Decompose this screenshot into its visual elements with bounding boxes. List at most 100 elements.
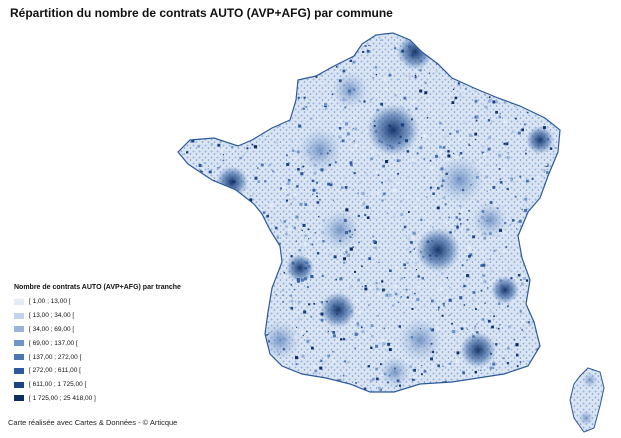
commune-cell [290,203,292,205]
commune-cell [253,258,257,262]
commune-cell [557,107,560,110]
commune-cell [206,252,209,255]
commune-cell [297,96,300,99]
commune-cell [184,365,187,368]
commune-cell [546,203,548,205]
commune-cell [243,53,246,56]
commune-cell [438,216,441,219]
commune-cell [205,229,208,232]
commune-cell [496,40,500,44]
commune-cell [351,188,354,190]
commune-cell [457,356,460,358]
commune-cell [301,229,303,232]
corsica [569,367,605,433]
commune-cell [487,287,489,289]
commune-cell [218,121,221,124]
commune-cell [287,182,291,185]
commune-cell [556,234,559,237]
commune-cell [293,171,297,174]
commune-cell [202,276,206,279]
commune-cell [197,245,201,248]
commune-cell [240,271,244,274]
commune-cell [312,193,314,195]
commune-cell [289,138,293,142]
commune-cell [538,164,540,166]
commune-cell [197,145,200,148]
commune-cell [544,272,548,276]
commune-cell [199,174,201,176]
commune-cell [375,377,379,381]
commune-cell [443,305,445,307]
commune-cell [275,140,279,144]
commune-cell [469,81,472,84]
commune-cell [493,249,496,252]
commune-cell [467,219,469,221]
commune-cell [522,55,525,59]
commune-cell [347,53,351,57]
commune-cell [363,387,367,390]
commune-cell [362,145,365,149]
legend-label: [ 137,00 ; 272,00 [ [29,353,82,361]
commune-cell [553,200,555,202]
commune-cell [555,338,557,340]
commune-cell [436,216,439,219]
commune-cell [198,243,202,247]
commune-cell [430,357,433,361]
commune-cell [321,47,324,49]
commune-cell [224,250,227,253]
commune-cell [270,389,272,391]
commune-cell [195,253,197,256]
commune-cell [181,110,183,112]
commune-cell [478,40,481,43]
legend-item: [ 137,00 ; 272,00 [ [14,350,181,364]
commune-cell [252,361,255,363]
commune-cell [388,73,392,77]
commune-cell [465,381,469,385]
commune-cell [402,78,405,80]
commune-cell [181,361,184,364]
commune-cell [229,303,232,305]
commune-cell [265,262,268,265]
commune-cell [409,251,412,253]
commune-cell [474,33,478,37]
commune-cell [481,252,484,255]
legend-swatch [14,367,24,374]
commune-cell [502,249,506,253]
commune-cell [203,352,206,354]
commune-cell [545,321,549,324]
commune-cell [400,277,403,280]
commune-cell [273,77,276,79]
commune-cell [185,241,188,244]
commune-cell [203,42,206,44]
commune-cell [515,176,517,178]
commune-cell [391,51,393,53]
commune-cell [498,84,501,87]
commune-cell [505,142,509,146]
commune-cell [550,116,553,119]
commune-cell [492,367,495,369]
commune-cell [321,294,324,297]
commune-cell [382,164,385,168]
commune-cell [178,220,180,222]
commune-cell [266,318,270,321]
commune-cell [183,330,187,333]
commune-cell [198,164,202,167]
commune-cell [377,192,380,195]
commune-cell [253,43,256,46]
commune-cell [181,178,182,180]
commune-cell [304,234,307,237]
commune-cell [509,64,512,67]
commune-cell [361,191,365,195]
commune-cell [299,137,301,139]
commune-cell [485,70,489,74]
commune-cell [539,188,542,191]
commune-cell [517,131,521,135]
commune-cell [414,38,418,42]
commune-cell [455,359,459,363]
commune-cell [413,368,416,372]
commune-cell [495,101,499,104]
commune-cell [262,211,266,214]
commune-cell [522,182,524,184]
commune-cell [468,132,470,134]
commune-cell [228,362,231,365]
